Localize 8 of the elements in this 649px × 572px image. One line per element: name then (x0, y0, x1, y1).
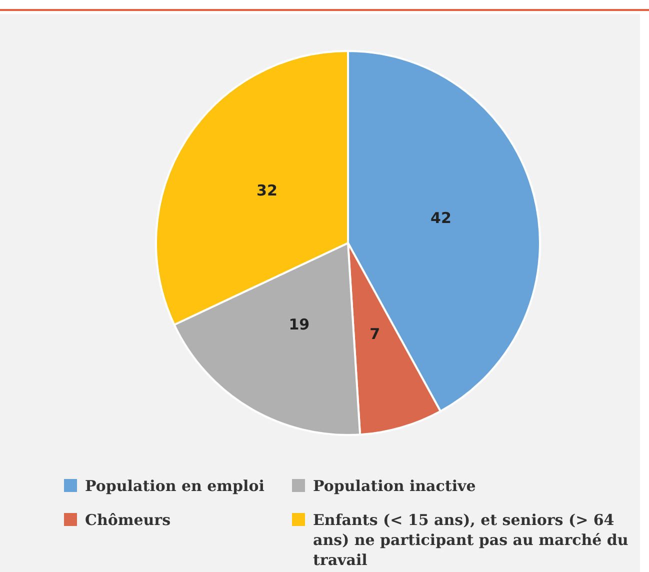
legend-label: Population inactive (313, 476, 476, 496)
data-label: 19 (288, 316, 310, 334)
data-label: 32 (256, 181, 278, 200)
data-label: 7 (370, 325, 380, 344)
data-label: 42 (430, 209, 452, 228)
legend-label: Chômeurs (85, 510, 171, 530)
legend-label: Enfants (< 15 ans), et seniors (> 64 ans) ne participant pas au marché du travail (313, 510, 630, 570)
legend-label: Population en emploi (85, 476, 264, 496)
